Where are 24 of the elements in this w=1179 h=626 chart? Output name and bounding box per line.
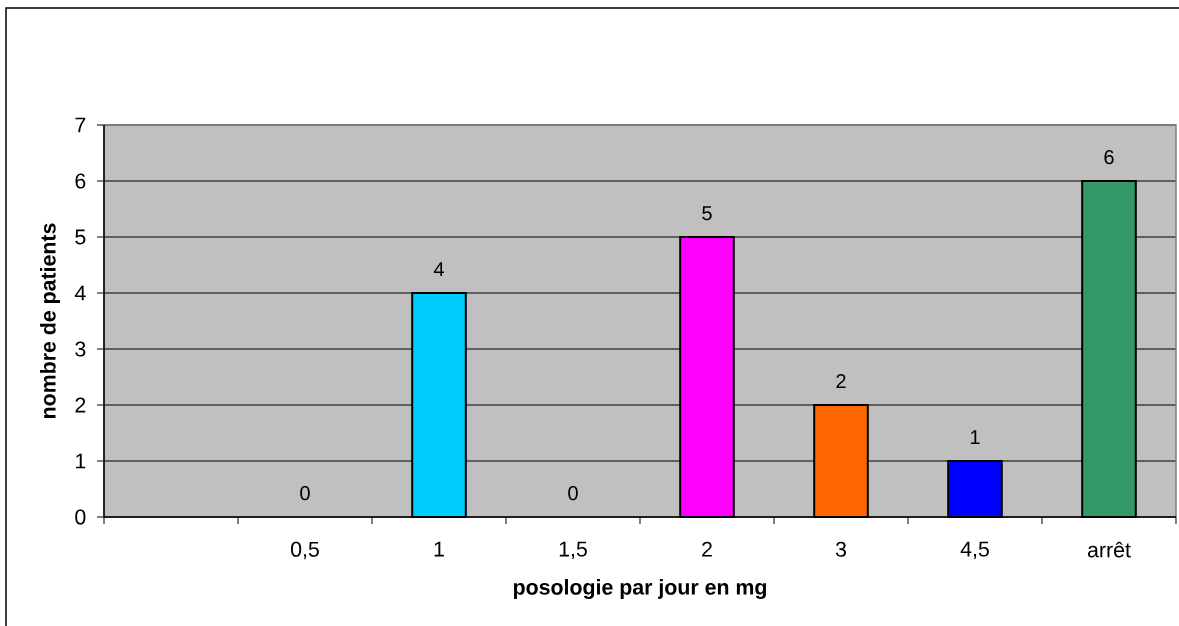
- data-label: 6: [1104, 150, 1114, 165]
- x-tick-label: 1: [434, 541, 444, 557]
- data-label: 0: [300, 486, 310, 501]
- y-tick-label: 4: [74, 285, 86, 301]
- x-tick-label: arrêt: [1087, 541, 1131, 558]
- y-tick-label: 3: [75, 341, 86, 357]
- y-tick-label: 7: [75, 117, 86, 133]
- data-label: 4: [433, 262, 444, 276]
- y-tick-label: 6: [75, 173, 86, 189]
- x-tick-label: 2: [702, 541, 712, 557]
- y-axis-title: nombre de patients: [40, 223, 60, 418]
- data-label: 0: [568, 486, 578, 501]
- x-tick-label: 0,5: [291, 541, 319, 560]
- data-label: 5: [702, 206, 712, 221]
- x-tick-label: 4,5: [960, 541, 989, 560]
- y-tick-label: 2: [75, 397, 86, 413]
- y-tick-label: 5: [75, 229, 86, 245]
- data-label: 2: [836, 374, 846, 388]
- x-tick-label: 3: [835, 541, 846, 557]
- data-label: 1: [970, 430, 980, 444]
- y-tick-label: 1: [76, 453, 86, 469]
- x-tick-label: 1,5: [559, 541, 587, 560]
- x-axis-title: posologie par jour en mg: [513, 579, 766, 599]
- y-tick-label: 0: [75, 509, 86, 525]
